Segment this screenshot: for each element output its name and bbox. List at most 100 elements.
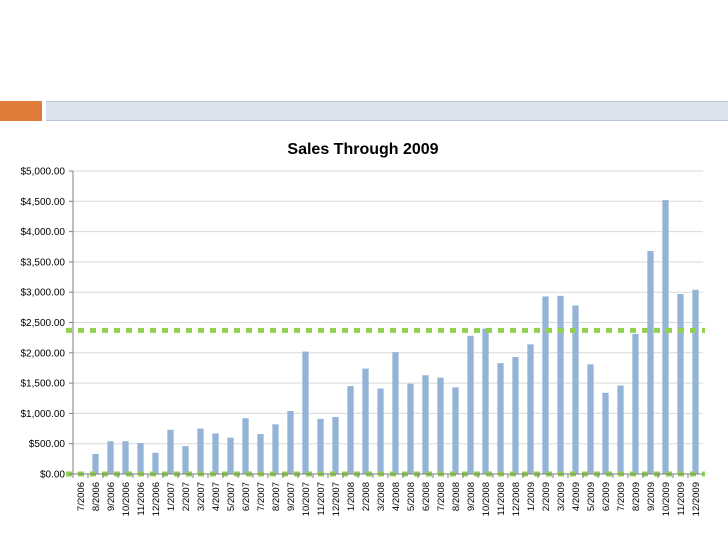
title-accent-band — [46, 101, 728, 121]
bar — [467, 335, 474, 474]
x-tick-label: 12/2008 — [511, 482, 522, 516]
bar — [197, 428, 204, 474]
y-tick-label: $500.00 — [29, 439, 66, 450]
x-tick-label: 11/2006 — [136, 482, 147, 516]
y-tick-label: $2,500.00 — [21, 318, 66, 329]
bar — [362, 368, 369, 474]
x-tick-label: 7/2006 — [76, 482, 87, 511]
y-tick-label: $1,500.00 — [21, 379, 66, 390]
x-axis-ticks: 7/2006 8/2006 9/2006 10/2006 11/2006 12/2006 1… — [76, 482, 702, 516]
y-tick-label: $5,000.00 — [21, 167, 66, 178]
bar — [377, 388, 384, 474]
x-tick-label: 3/2009 — [556, 482, 567, 511]
bar — [602, 392, 609, 474]
bar — [302, 351, 309, 474]
bar — [212, 433, 219, 474]
y-tick-label: $3,500.00 — [21, 257, 66, 268]
x-tick-label: 1/2007 — [166, 482, 177, 511]
x-tick-label: 12/2006 — [151, 482, 162, 516]
title-accent-orange — [0, 101, 42, 121]
x-tick-label: 8/2006 — [91, 482, 102, 511]
y-tick-label: $0.00 — [40, 470, 65, 481]
x-tick-label: 11/2008 — [496, 482, 507, 516]
bar — [587, 364, 594, 474]
y-tick-label: $1,000.00 — [21, 409, 66, 420]
bar — [662, 200, 669, 474]
y-tick-label: $2,000.00 — [21, 348, 66, 359]
bar — [497, 363, 504, 474]
x-tick-label: 9/2006 — [106, 482, 117, 511]
x-tick-label: 1/2008 — [346, 482, 357, 511]
x-tick-label: 11/2009 — [676, 482, 687, 516]
x-tick-label: 4/2007 — [211, 482, 222, 511]
x-tick-label: 8/2009 — [631, 482, 642, 511]
y-axis-ticks: $0.00 $500.00 $1,000.00 $1,500.00 $2,000.00 $… — [21, 167, 66, 481]
bar — [287, 410, 294, 474]
x-tick-label: 5/2009 — [586, 482, 597, 511]
bar — [452, 387, 459, 474]
x-tick-label: 10/2008 — [481, 482, 492, 516]
x-tick-label: 10/2007 — [301, 482, 312, 516]
x-tick-label: 7/2007 — [256, 482, 267, 511]
x-tick-label: 7/2009 — [616, 482, 627, 511]
bar — [542, 296, 549, 474]
x-tick-label: 3/2007 — [196, 482, 207, 511]
bar — [677, 294, 684, 474]
x-tick-label: 3/2008 — [376, 482, 387, 511]
bar — [347, 386, 354, 474]
bar — [122, 441, 129, 474]
bar — [527, 344, 534, 474]
x-tick-label: 10/2006 — [121, 482, 132, 516]
x-tick-label: 10/2009 — [661, 482, 672, 516]
x-tick-label: 4/2008 — [391, 482, 402, 511]
chart-title: Sales Through 2009 — [287, 141, 438, 158]
bar — [557, 295, 564, 474]
x-tick-label: 8/2007 — [271, 482, 282, 511]
bar — [317, 418, 324, 474]
gridlines — [73, 170, 703, 445]
x-tick-label: 5/2008 — [406, 482, 417, 511]
bar — [647, 250, 654, 474]
bar — [182, 446, 189, 474]
bar — [632, 334, 639, 474]
bar — [272, 424, 279, 474]
bar — [167, 429, 174, 474]
x-tick-label: 6/2008 — [421, 482, 432, 511]
y-tick-label: $3,000.00 — [21, 288, 66, 299]
x-tick-label: 9/2007 — [286, 482, 297, 511]
reference-lines — [66, 327, 705, 477]
x-tick-label: 2/2008 — [361, 482, 372, 511]
x-tick-label: 5/2007 — [226, 482, 237, 511]
bar — [482, 328, 489, 474]
x-tick-label: 9/2008 — [466, 482, 477, 511]
bar — [572, 305, 579, 474]
x-tick-label: 6/2009 — [601, 482, 612, 511]
bar — [437, 377, 444, 474]
bar — [692, 289, 699, 474]
bar — [332, 417, 339, 474]
bar — [422, 375, 429, 474]
bar — [152, 452, 159, 474]
axes — [69, 170, 703, 478]
bar — [407, 383, 414, 474]
x-tick-label: 1/2009 — [526, 482, 537, 511]
bars — [77, 200, 699, 474]
x-tick-label: 7/2008 — [436, 482, 447, 511]
x-tick-label: 11/2007 — [316, 482, 327, 516]
y-tick-label: $4,500.00 — [21, 197, 66, 208]
bar — [257, 434, 264, 474]
bar — [92, 454, 99, 474]
bar — [137, 443, 144, 474]
x-tick-label: 9/2009 — [646, 482, 657, 511]
bar — [512, 357, 519, 474]
bar — [242, 418, 249, 474]
x-tick-label: 2/2009 — [541, 482, 552, 511]
x-tick-label: 6/2007 — [241, 482, 252, 511]
x-tick-label: 12/2007 — [331, 482, 342, 516]
bar — [392, 352, 399, 474]
accent-separator — [42, 101, 46, 121]
bar — [107, 441, 114, 474]
bar — [617, 385, 624, 474]
x-tick-label: 8/2008 — [451, 482, 462, 511]
